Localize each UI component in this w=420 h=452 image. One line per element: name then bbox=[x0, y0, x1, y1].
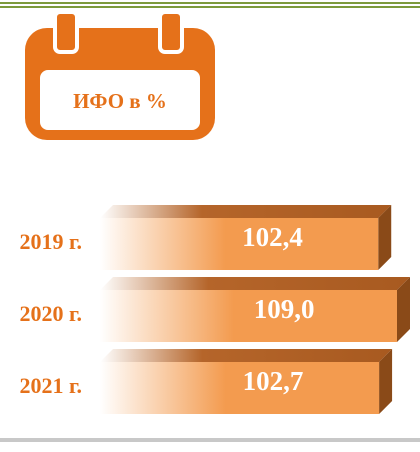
bar bbox=[100, 362, 380, 414]
bar-side bbox=[397, 277, 410, 342]
category-label: 2021 г. bbox=[19, 373, 82, 398]
value-label: 102,7 bbox=[243, 366, 304, 396]
bar-top bbox=[100, 349, 393, 362]
calendar-icon bbox=[25, 10, 215, 140]
category-label: 2019 г. bbox=[19, 229, 82, 254]
bar bbox=[100, 218, 379, 270]
value-label: 102,4 bbox=[242, 222, 303, 252]
chart-title: ИФО в % bbox=[73, 89, 167, 113]
bar bbox=[100, 290, 397, 342]
bar-side bbox=[379, 349, 393, 414]
value-label: 109,0 bbox=[254, 294, 315, 324]
bar-side bbox=[378, 205, 392, 270]
bar-top bbox=[100, 205, 392, 218]
category-label: 2020 г. bbox=[19, 301, 82, 326]
bar-top bbox=[100, 277, 410, 290]
